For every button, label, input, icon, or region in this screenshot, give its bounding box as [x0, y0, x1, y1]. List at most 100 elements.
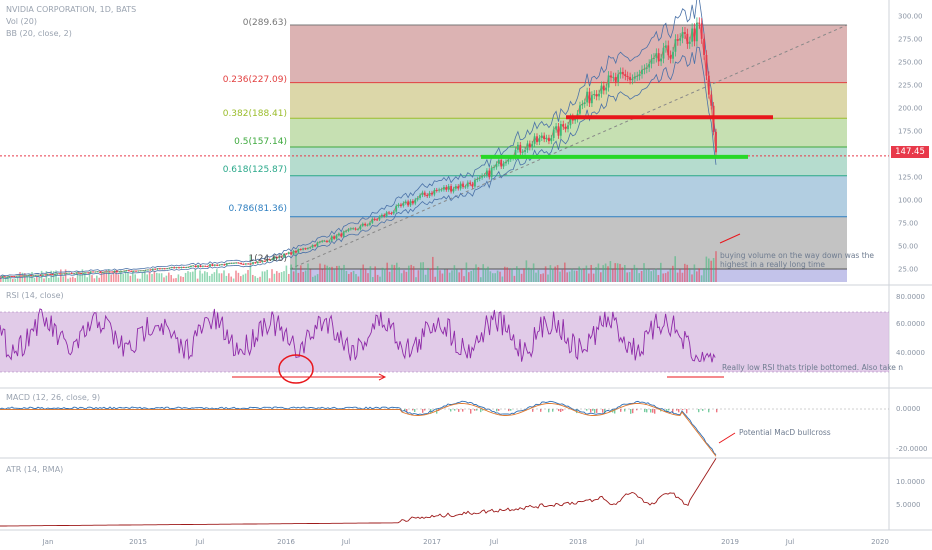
macd-histogram-bar: [614, 409, 616, 414]
time-tick-label: Jul: [635, 538, 645, 546]
candle-body: [106, 271, 109, 273]
macd-histogram-bar: [424, 409, 426, 411]
volume-bar: [285, 265, 288, 282]
candle-body: [602, 85, 605, 91]
time-tick-label: Jul: [785, 538, 795, 546]
volume-bar: [120, 270, 122, 282]
volume-bar: [458, 272, 460, 282]
fib-zone: [290, 175, 847, 217]
volume-bar: [624, 265, 626, 282]
candle-body: [108, 271, 111, 273]
volume-bar: [76, 270, 79, 282]
fib-label-0382: 0.382(188.41): [222, 109, 287, 119]
candle-body: [696, 22, 698, 42]
volume-bar: [535, 272, 537, 282]
candle-body: [633, 76, 636, 79]
volume-bar: [470, 270, 472, 282]
candle-body: [433, 189, 436, 195]
volume-bar: [300, 265, 302, 282]
candle-body: [232, 262, 235, 264]
volume-bar: [28, 273, 31, 282]
volume-bar: [86, 277, 88, 282]
volume-bar: [264, 271, 266, 282]
candle-body: [629, 76, 631, 81]
symbol-title: NVIDIA CORPORATION, 1D, BATS: [6, 5, 137, 14]
volume-bar: [67, 278, 69, 282]
macd-histogram-bar: [676, 409, 678, 411]
candle-body: [323, 240, 326, 242]
candle-body: [600, 85, 603, 94]
candle-body: [15, 275, 18, 277]
volume-bar: [360, 269, 362, 282]
candle-body: [452, 188, 455, 192]
candle-body: [622, 71, 624, 75]
volume-bar: [451, 270, 453, 282]
volume-bar: [297, 272, 300, 282]
candle-body: [25, 275, 28, 277]
candle-body: [44, 274, 47, 276]
rsi-legend: RSI (14, close): [6, 291, 64, 300]
volume-bar: [148, 271, 151, 282]
volume-bar: [676, 272, 679, 282]
rsi-band: [0, 312, 889, 372]
candle-body: [464, 186, 467, 188]
candle-body: [552, 129, 555, 138]
volume-bar: [216, 269, 218, 282]
time-tick-label: Jan: [42, 538, 54, 546]
macd-arrow: [718, 432, 736, 444]
macd-histogram-bar: [532, 409, 534, 412]
volume-bar: [302, 271, 304, 282]
volume-bar: [477, 267, 480, 282]
volume-bar: [122, 274, 124, 282]
volume-bar: [669, 269, 672, 282]
candle-body: [550, 137, 553, 142]
candle-body: [674, 39, 677, 52]
volume-bar: [170, 275, 172, 282]
candle-body: [163, 268, 166, 270]
macd-histogram-bar: [474, 409, 476, 411]
macd-legend: MACD (12, 26, close, 9): [6, 393, 101, 402]
candle-body: [104, 271, 106, 273]
candle-body: [299, 249, 302, 251]
macd-histogram-bar: [636, 409, 638, 411]
macd-histogram-bar: [654, 409, 656, 414]
price-tick-label: 225.00: [898, 82, 923, 90]
volume-bar: [352, 270, 355, 282]
candle-body: [624, 74, 627, 76]
candle-body: [111, 271, 114, 273]
candle-body: [311, 245, 314, 248]
candle-body: [454, 186, 457, 189]
candle-body: [423, 192, 426, 195]
volume-bar: [482, 264, 484, 282]
volume-bar: [693, 264, 696, 282]
candle-body: [662, 47, 665, 59]
candle-body: [476, 178, 479, 180]
volume-bar: [96, 275, 98, 282]
candle-body: [159, 268, 161, 270]
volume-bar: [355, 274, 357, 282]
volume-bar: [48, 277, 50, 282]
volume-bar: [410, 264, 412, 282]
fib-label-1: 1(24.65): [248, 254, 287, 264]
candle-body: [462, 183, 464, 187]
volume-bar: [691, 274, 693, 282]
volume-bar: [376, 274, 379, 282]
volume-bar: [439, 270, 441, 282]
volume-bar: [362, 264, 364, 282]
price-tick-label: 250.00: [898, 58, 923, 66]
volume-bar: [492, 273, 494, 282]
volume-bar: [715, 251, 717, 282]
candle-body: [211, 264, 214, 266]
volume-bar: [398, 267, 400, 282]
candle-body: [519, 144, 522, 153]
volume-bar: [103, 271, 105, 282]
candle-body: [273, 256, 276, 259]
candle-body: [201, 265, 204, 267]
candle-body: [517, 144, 519, 150]
volume-bar: [400, 273, 403, 282]
candle-body: [287, 252, 290, 254]
volume-bar: [124, 270, 127, 282]
candle-body: [645, 67, 648, 69]
volume-bar: [350, 272, 352, 282]
macd-histogram-bar: [632, 409, 634, 414]
